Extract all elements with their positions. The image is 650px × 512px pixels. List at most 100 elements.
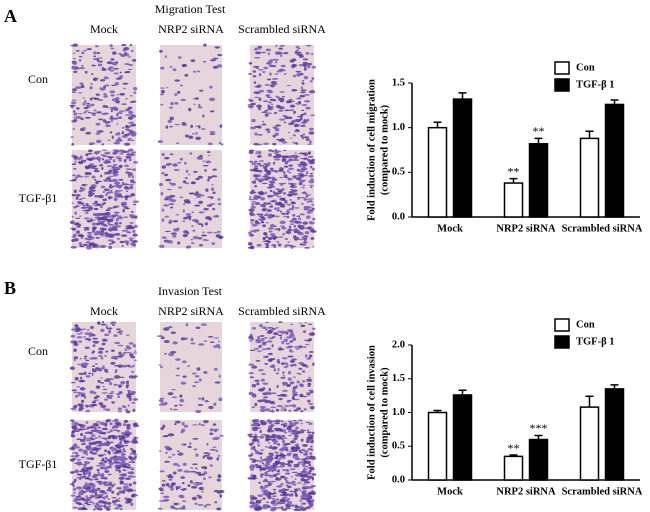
cell <box>93 488 99 492</box>
cell <box>106 378 111 381</box>
cell <box>275 44 278 48</box>
cell <box>250 222 254 224</box>
cell <box>310 237 315 240</box>
cell <box>125 207 130 210</box>
cell <box>114 418 119 422</box>
cell <box>115 450 120 454</box>
cell <box>85 184 89 186</box>
cell <box>194 381 199 383</box>
cell <box>80 456 85 459</box>
y-tick-label: 1.5 <box>392 77 405 88</box>
cell <box>76 386 81 388</box>
cell <box>287 131 291 134</box>
cell <box>118 149 125 151</box>
cell <box>254 433 257 436</box>
cell <box>306 506 311 509</box>
cell <box>118 497 121 500</box>
cell <box>76 486 82 490</box>
cell <box>98 402 104 406</box>
cell <box>281 446 287 451</box>
cell <box>252 75 257 78</box>
cell <box>100 244 106 249</box>
cell <box>132 481 137 485</box>
cell <box>300 497 307 500</box>
cell <box>266 419 271 422</box>
cell <box>272 462 279 466</box>
cell <box>280 456 286 459</box>
cell <box>265 128 270 131</box>
cell <box>202 160 206 162</box>
cell <box>85 153 89 157</box>
cell <box>286 204 292 206</box>
cell <box>168 479 173 481</box>
cell <box>308 502 313 506</box>
cell <box>86 447 93 451</box>
cell <box>73 112 78 116</box>
cell <box>106 61 113 65</box>
cell <box>79 215 82 217</box>
cell <box>294 505 299 509</box>
cell <box>281 469 289 472</box>
micrograph <box>157 420 225 511</box>
cell <box>265 463 271 466</box>
cell <box>72 457 76 460</box>
cell <box>80 197 87 199</box>
significance: *** <box>530 421 548 435</box>
cell <box>300 438 304 442</box>
cell <box>307 226 312 229</box>
cell <box>266 331 273 334</box>
cell <box>158 500 165 502</box>
cell <box>97 63 103 67</box>
cell <box>271 409 274 413</box>
cell <box>91 452 98 455</box>
cell <box>311 473 317 476</box>
cell <box>95 445 102 447</box>
cell <box>248 372 254 375</box>
panel-title: Migration Test <box>155 2 226 16</box>
cell <box>279 138 286 142</box>
cell <box>114 64 117 66</box>
cell <box>113 214 117 217</box>
cell <box>182 360 187 364</box>
cell <box>251 476 257 480</box>
cell <box>101 392 108 394</box>
cell <box>85 131 92 135</box>
cell <box>267 213 273 216</box>
cell <box>130 468 135 471</box>
cell <box>206 456 213 460</box>
cell <box>255 418 260 423</box>
cell <box>73 478 77 483</box>
cell <box>83 176 90 178</box>
cell <box>110 349 115 352</box>
cell <box>85 489 92 493</box>
cell <box>291 483 295 486</box>
cell <box>107 505 112 507</box>
cell <box>130 193 135 196</box>
cell <box>264 484 269 488</box>
cell <box>121 131 125 135</box>
cell <box>259 204 266 207</box>
cell <box>160 93 164 96</box>
cell <box>101 342 106 346</box>
cell <box>284 488 289 491</box>
cell <box>305 171 309 175</box>
cell <box>270 424 275 427</box>
cell <box>80 117 84 121</box>
cell <box>119 92 126 96</box>
cell <box>72 506 78 509</box>
column-label: Mock <box>90 22 118 36</box>
cell <box>264 113 269 117</box>
cell <box>248 335 254 339</box>
cell <box>76 333 82 335</box>
cell <box>118 384 123 387</box>
cell <box>127 475 134 478</box>
cell <box>113 142 117 144</box>
cell <box>88 333 92 338</box>
cell <box>73 340 77 345</box>
cell <box>191 225 194 227</box>
cell <box>114 181 121 185</box>
cell <box>102 215 109 219</box>
cell <box>260 490 267 492</box>
cell <box>308 131 315 135</box>
cell <box>287 481 293 485</box>
